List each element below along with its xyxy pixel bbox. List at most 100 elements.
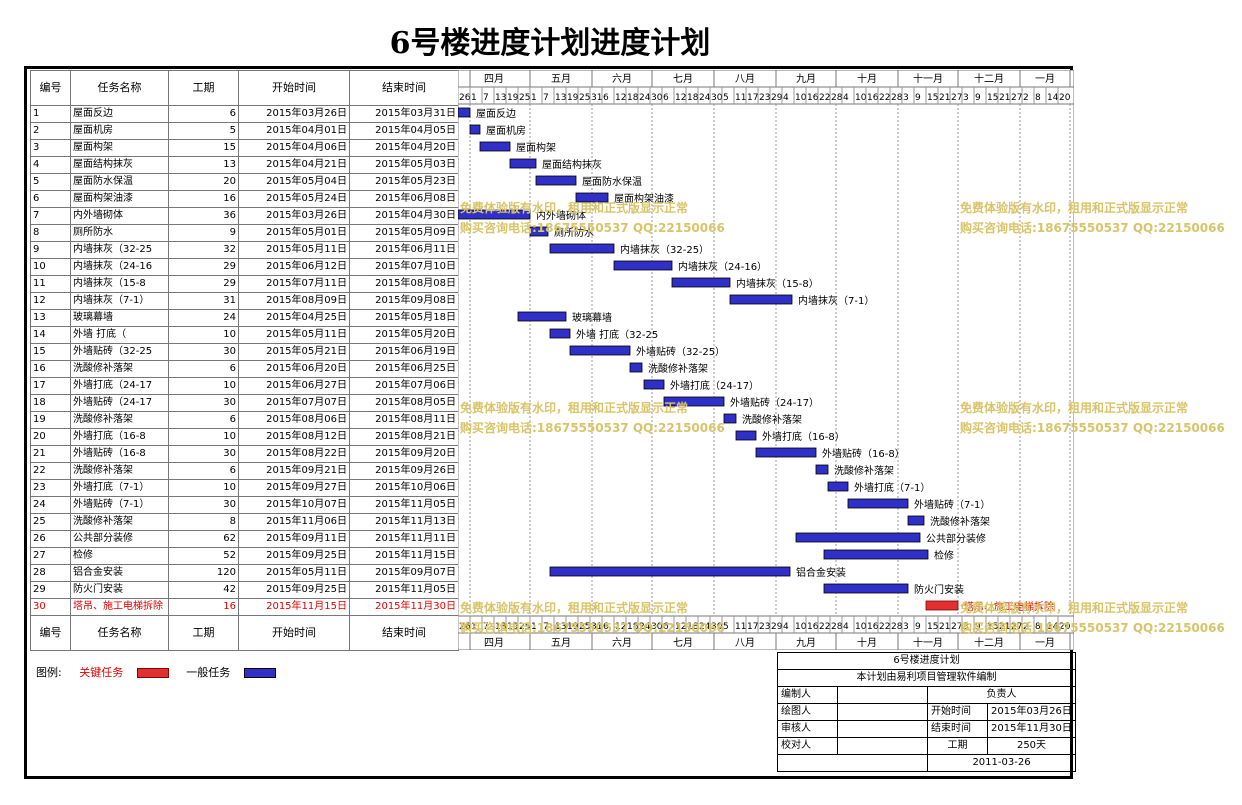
cell-start: 2015年08月22日 — [238, 445, 350, 463]
cell-duration: 10 — [168, 479, 239, 497]
table-row: 13 玻璃幕墙 24 2015年04月25日 2015年05月18日 — [30, 309, 459, 327]
day-label: 4 — [783, 622, 789, 632]
day-label: 21 — [999, 93, 1010, 103]
cell-start: 2015年09月25日 — [238, 547, 350, 565]
task-bar — [529, 226, 549, 237]
day-label: 1 — [471, 93, 477, 103]
day-label: 20 — [1059, 622, 1071, 632]
cell-id: 30 — [30, 598, 71, 616]
day-label: 7 — [483, 93, 489, 103]
task-bar — [925, 600, 959, 611]
info-editor-label: 编制人 — [777, 686, 838, 704]
table-row: 22 洗酸修补落架 6 2015年09月21日 2015年09月26日 — [30, 462, 459, 480]
cell-name: 内墙抹灰（32-25 — [70, 241, 169, 259]
task-bar — [723, 413, 737, 424]
cell-id: 25 — [30, 513, 71, 531]
day-label: 31 — [591, 93, 602, 103]
day-label: 2 — [1023, 622, 1029, 632]
task-bar-label: 厕所防水 — [554, 226, 594, 239]
info-leader-label: 负责人 — [927, 686, 1076, 704]
footer-end: 结束时间 — [349, 615, 459, 651]
table-row: 1 屋面反边 6 2015年03月26日 2015年03月31日 — [30, 105, 459, 123]
day-label: 28 — [831, 622, 843, 632]
cell-duration: 24 — [168, 309, 239, 327]
header-duration: 工期 — [168, 70, 239, 106]
task-bar-label: 塔吊、施工电梯拆除 — [964, 600, 1054, 613]
day-label: 24 — [699, 93, 711, 103]
footer-name: 任务名称 — [70, 615, 169, 651]
day-label: 13 — [555, 93, 566, 103]
cell-end: 2015年09月26日 — [349, 462, 459, 480]
cell-end: 2015年08月11日 — [349, 411, 459, 429]
task-bar-label: 屋面机房 — [486, 124, 526, 137]
watermark: 免费体验版有水印，租用和正式版显示正常 购买咨询电话:18675550537 QQ… — [960, 401, 1225, 435]
cell-id: 6 — [30, 190, 71, 208]
cell-name: 屋面机房 — [70, 122, 169, 140]
day-label: 3 — [903, 622, 909, 632]
cell-id: 13 — [30, 309, 71, 327]
cell-name: 洗酸修补落架 — [70, 360, 169, 378]
cell-end: 2015年08月21日 — [349, 428, 459, 446]
cell-name: 洗酸修补落架 — [70, 462, 169, 480]
cell-end: 2015年06月19日 — [349, 343, 459, 361]
cell-start: 2015年03月26日 — [238, 207, 350, 225]
day-label: 6 — [663, 622, 669, 632]
month-label: 十月 — [857, 636, 877, 649]
day-label: 25 — [579, 93, 590, 103]
day-label: 18 — [687, 93, 699, 103]
day-label: 22 — [879, 622, 890, 632]
table-row: 19 洗酸修补落架 6 2015年08月06日 2015年08月11日 — [30, 411, 459, 429]
cell-end: 2015年08月08日 — [349, 275, 459, 293]
day-label: 15 — [987, 93, 998, 103]
watermark: 免费体验版有水印，租用和正式版显示正常 购买咨询电话:18675550537 QQ… — [960, 201, 1225, 235]
task-bar-label: 外墙打底（16-8） — [762, 430, 845, 443]
day-label: 27 — [951, 622, 962, 632]
task-bar-label: 屋面反边 — [476, 108, 516, 120]
day-label: 28 — [891, 622, 903, 632]
info-block: 6号楼进度计划 本计划由易利项目管理软件编制 编制人 负责人 绘图人 开始时间 201… — [777, 652, 1076, 772]
cell-duration: 20 — [168, 173, 239, 191]
table-row: 4 屋面结构抹灰 13 2015年04月21日 2015年05月03日 — [30, 156, 459, 174]
cell-id: 14 — [30, 326, 71, 344]
cell-start: 2015年05月11日 — [238, 326, 350, 344]
info-date: 2011-03-26 — [927, 754, 1076, 772]
task-bar — [535, 175, 577, 186]
month-label: 十二月 — [974, 72, 1004, 85]
task-bar-label: 外墙 打底（32-25 — [576, 328, 658, 341]
page-title: 6号楼进度计划进度计划 — [389, 26, 711, 61]
task-bar-label: 外墙贴砖（24-17） — [730, 396, 819, 409]
table-row: 5 屋面防水保温 20 2015年05月04日 2015年05月23日 — [30, 173, 459, 191]
cell-start: 2015年09月21日 — [238, 462, 350, 480]
cell-id: 12 — [30, 292, 71, 310]
legend-critical-label: 关键任务 — [79, 666, 124, 679]
table-row: 30 塔吊、施工电梯拆除 16 2015年11月15日 2015年11月30日 — [30, 598, 459, 616]
table-row: 28 铝合金安装 120 2015年05月11日 2015年09月07日 — [30, 564, 459, 582]
cell-name: 公共部分装修 — [70, 530, 169, 548]
cell-duration: 120 — [168, 564, 239, 582]
cell-end: 2015年05月03日 — [349, 156, 459, 174]
day-label: 13 — [495, 93, 506, 103]
cell-start: 2015年07月07日 — [238, 394, 350, 412]
cell-name: 洗酸修补落架 — [70, 513, 169, 531]
day-label: 26 — [459, 93, 471, 103]
day-label: 7 — [543, 622, 549, 632]
month-label: 十月 — [857, 72, 877, 85]
day-label: 29 — [771, 93, 783, 103]
info-checker-label: 校对人 — [777, 737, 838, 755]
info-end-value: 2015年11月30日 — [987, 720, 1076, 738]
cell-start: 2015年04月21日 — [238, 156, 350, 174]
day-label: 3 — [903, 93, 909, 103]
cell-id: 17 — [30, 377, 71, 395]
cell-start: 2015年04月06日 — [238, 139, 350, 157]
task-bar-label: 内墙抹灰（24-16） — [678, 260, 767, 273]
task-bar-label: 洗酸修补落架 — [742, 413, 802, 426]
cell-id: 2 — [30, 122, 71, 140]
footer-duration: 工期 — [168, 615, 239, 651]
cell-end: 2015年09月08日 — [349, 292, 459, 310]
cell-duration: 10 — [168, 428, 239, 446]
cell-duration: 6 — [168, 105, 239, 123]
day-label: 10 — [855, 622, 867, 632]
day-label: 19 — [567, 622, 579, 632]
cell-duration: 16 — [168, 598, 239, 616]
cell-start: 2015年05月11日 — [238, 564, 350, 582]
